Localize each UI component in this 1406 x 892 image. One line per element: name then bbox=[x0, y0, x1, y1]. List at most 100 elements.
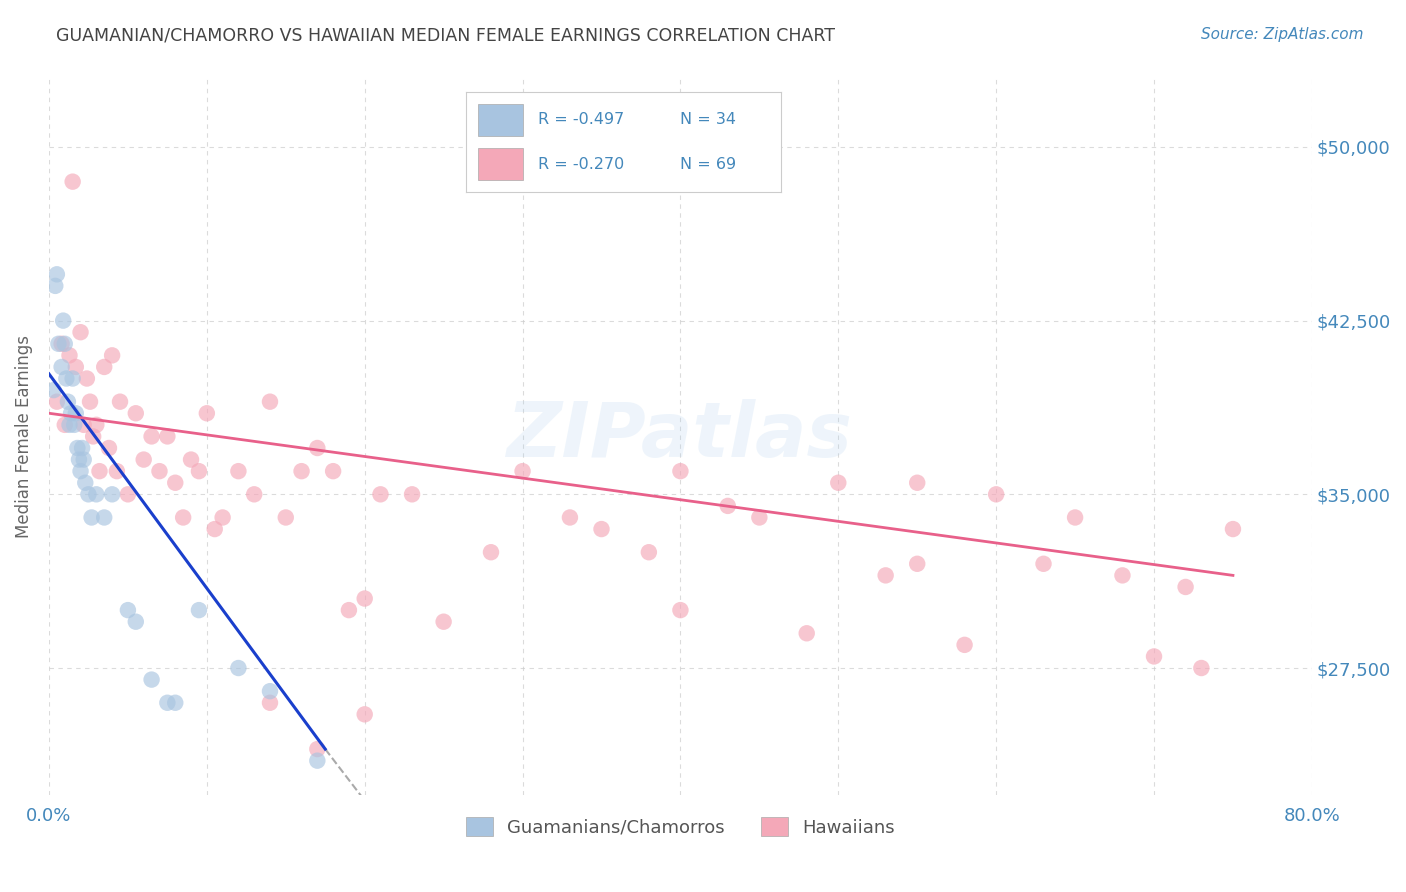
Point bbox=[243, 487, 266, 501]
Point bbox=[70, 441, 93, 455]
Point bbox=[141, 429, 163, 443]
Point bbox=[204, 522, 226, 536]
Point bbox=[65, 359, 87, 374]
Point bbox=[51, 336, 73, 351]
Point bbox=[337, 603, 360, 617]
Point bbox=[370, 487, 392, 501]
Point bbox=[401, 487, 423, 501]
Point bbox=[53, 336, 76, 351]
Point bbox=[76, 371, 98, 385]
Point bbox=[986, 487, 1008, 501]
Point bbox=[228, 464, 250, 478]
Point bbox=[195, 406, 218, 420]
Point bbox=[259, 684, 281, 698]
Point bbox=[796, 626, 818, 640]
Point bbox=[125, 615, 148, 629]
Point bbox=[558, 510, 581, 524]
Point bbox=[58, 417, 80, 432]
Point bbox=[101, 348, 124, 362]
Point bbox=[875, 568, 897, 582]
Point bbox=[1174, 580, 1197, 594]
Point bbox=[180, 452, 202, 467]
Point bbox=[307, 742, 329, 756]
Point bbox=[717, 499, 740, 513]
Point bbox=[69, 325, 91, 339]
Point bbox=[125, 406, 148, 420]
Point bbox=[45, 394, 67, 409]
Point bbox=[82, 429, 104, 443]
Point bbox=[65, 406, 87, 420]
Point bbox=[62, 175, 84, 189]
Point bbox=[1111, 568, 1133, 582]
Text: GUAMANIAN/CHAMORRO VS HAWAIIAN MEDIAN FEMALE EARNINGS CORRELATION CHART: GUAMANIAN/CHAMORRO VS HAWAIIAN MEDIAN FE… bbox=[56, 27, 835, 45]
Point bbox=[307, 441, 329, 455]
Point bbox=[512, 464, 534, 478]
Point bbox=[89, 464, 111, 478]
Point bbox=[75, 475, 97, 490]
Point bbox=[86, 417, 108, 432]
Point bbox=[211, 510, 233, 524]
Point bbox=[156, 429, 179, 443]
Point bbox=[187, 464, 209, 478]
Point bbox=[97, 441, 120, 455]
Point bbox=[322, 464, 344, 478]
Point bbox=[172, 510, 194, 524]
Point bbox=[827, 475, 849, 490]
Point bbox=[637, 545, 659, 559]
Point bbox=[52, 313, 75, 327]
Point bbox=[228, 661, 250, 675]
Point bbox=[60, 406, 83, 420]
Point bbox=[69, 464, 91, 478]
Point bbox=[63, 417, 86, 432]
Point bbox=[56, 394, 79, 409]
Point bbox=[53, 417, 76, 432]
Point bbox=[905, 557, 928, 571]
Legend: Guamanians/Chamorros, Hawaiians: Guamanians/Chamorros, Hawaiians bbox=[458, 810, 903, 844]
Point bbox=[953, 638, 976, 652]
Point bbox=[93, 510, 115, 524]
Point bbox=[1222, 522, 1244, 536]
Point bbox=[58, 348, 80, 362]
Point bbox=[156, 696, 179, 710]
Point bbox=[79, 394, 101, 409]
Y-axis label: Median Female Earnings: Median Female Earnings bbox=[15, 334, 32, 538]
Point bbox=[259, 394, 281, 409]
Point bbox=[353, 707, 375, 722]
Point bbox=[86, 487, 108, 501]
Point bbox=[93, 359, 115, 374]
Point bbox=[748, 510, 770, 524]
Point bbox=[669, 464, 692, 478]
Point bbox=[51, 359, 73, 374]
Point bbox=[55, 371, 77, 385]
Point bbox=[62, 371, 84, 385]
Point bbox=[591, 522, 613, 536]
Point bbox=[80, 510, 103, 524]
Point bbox=[108, 394, 131, 409]
Point bbox=[141, 673, 163, 687]
Point bbox=[101, 487, 124, 501]
Point bbox=[117, 487, 139, 501]
Point bbox=[479, 545, 502, 559]
Point bbox=[1032, 557, 1054, 571]
Point bbox=[42, 383, 65, 397]
Point bbox=[1189, 661, 1212, 675]
Point bbox=[77, 487, 100, 501]
Point bbox=[669, 603, 692, 617]
Point bbox=[44, 278, 66, 293]
Point bbox=[1143, 649, 1166, 664]
Point bbox=[148, 464, 170, 478]
Point bbox=[165, 475, 187, 490]
Point bbox=[45, 268, 67, 282]
Point bbox=[259, 696, 281, 710]
Point bbox=[105, 464, 128, 478]
Point bbox=[290, 464, 312, 478]
Point bbox=[117, 603, 139, 617]
Point bbox=[1064, 510, 1087, 524]
Point bbox=[73, 417, 96, 432]
Point bbox=[165, 696, 187, 710]
Point bbox=[67, 452, 90, 467]
Point bbox=[48, 336, 70, 351]
Point bbox=[353, 591, 375, 606]
Point bbox=[132, 452, 155, 467]
Text: ZIPatlas: ZIPatlas bbox=[508, 400, 853, 474]
